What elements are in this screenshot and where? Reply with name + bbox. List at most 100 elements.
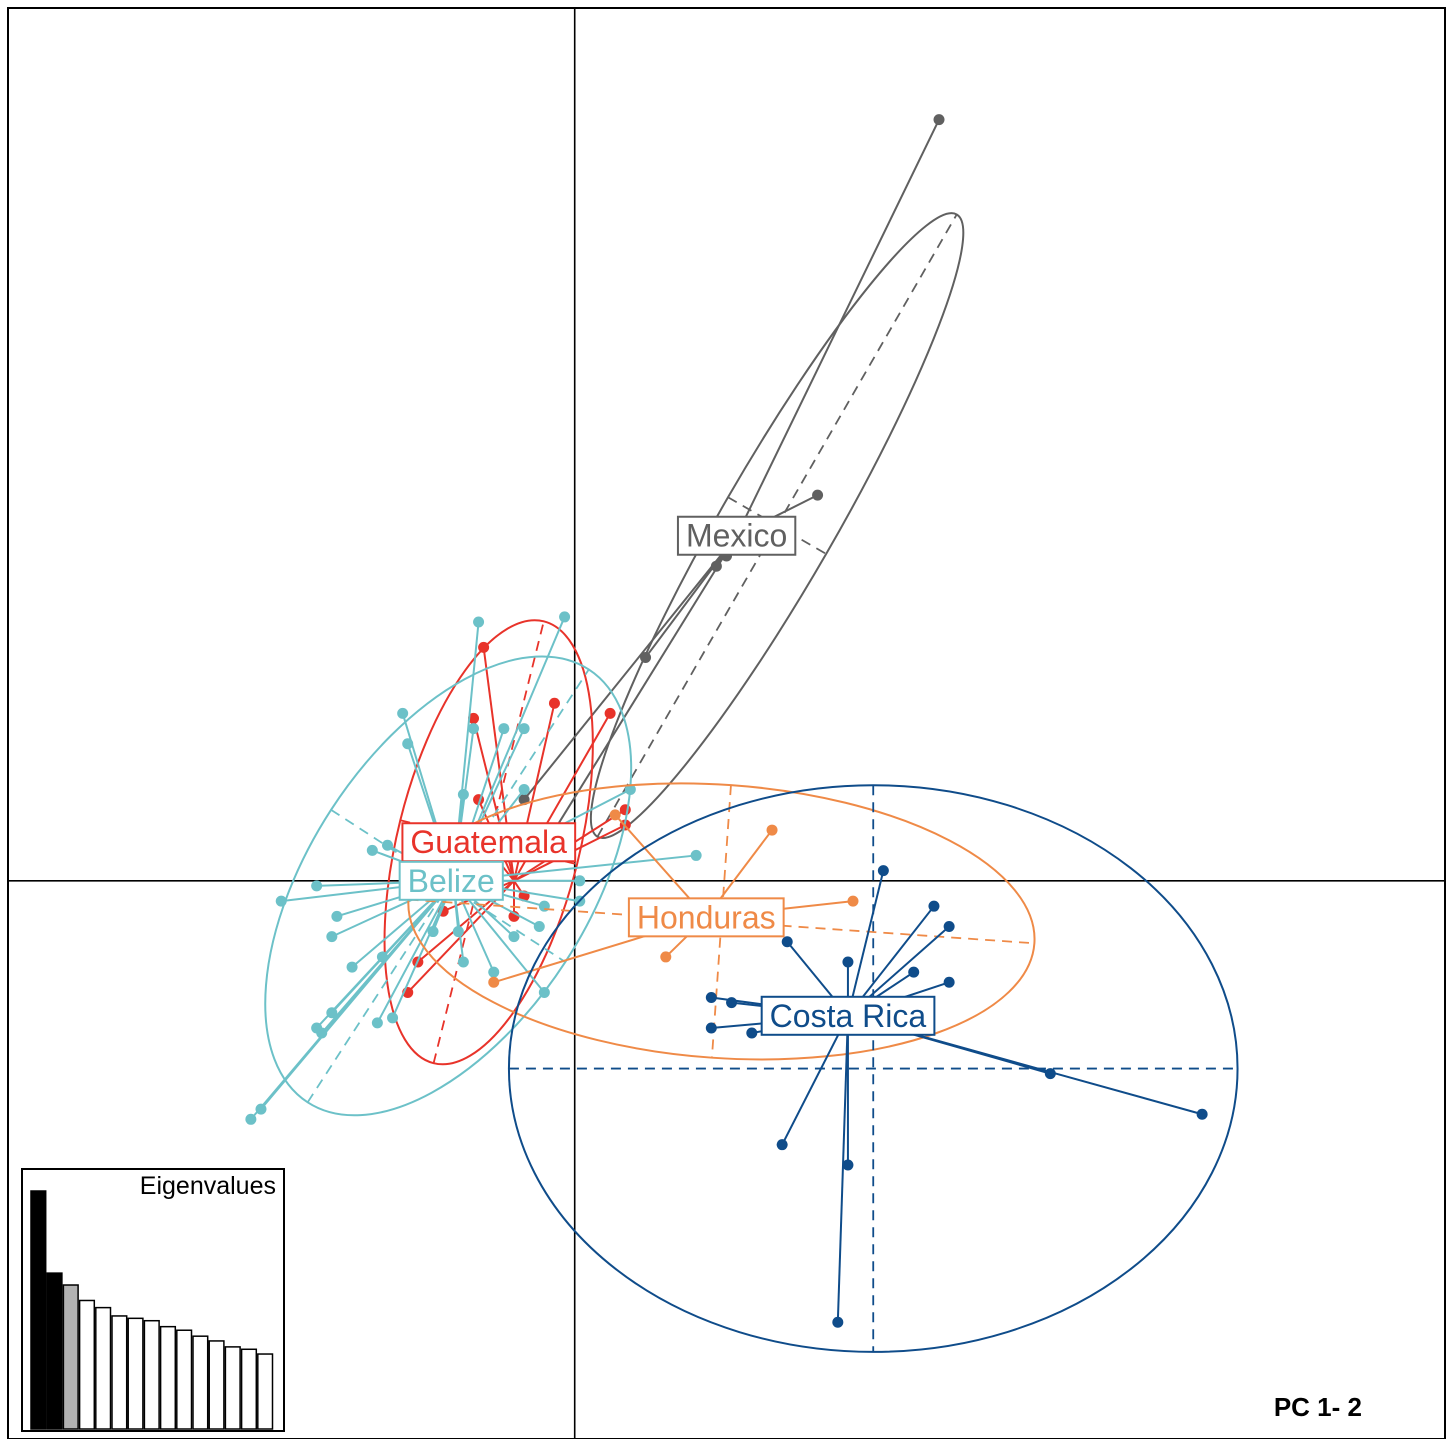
point-costa-rica	[705, 992, 717, 1004]
point-belize	[387, 1012, 399, 1024]
point-honduras	[847, 895, 859, 907]
eigenvalue-bar	[176, 1329, 193, 1430]
star-segment-belize	[391, 880, 455, 1019]
point-belize	[518, 723, 530, 735]
point-belize	[508, 931, 520, 943]
eigenvalues-inset: Eigenvalues	[21, 1168, 285, 1432]
star-segment-costa-rica	[836, 1015, 849, 1323]
label-costa-rica: Costa Rica	[760, 995, 936, 1036]
point-costa-rica	[776, 1139, 788, 1151]
label-box-honduras	[627, 897, 785, 938]
point-guatemala	[604, 707, 616, 719]
star-segment-costa-rica	[781, 1015, 849, 1146]
label-box-costa-rica	[760, 995, 936, 1036]
point-belize	[538, 986, 550, 998]
eigenvalue-bar	[192, 1335, 209, 1430]
eigenvalue-bar	[46, 1272, 63, 1430]
label-box-mexico	[676, 515, 797, 556]
point-costa-rica	[943, 976, 955, 988]
point-belize	[559, 611, 571, 623]
point-belize	[326, 931, 338, 943]
point-mexico	[812, 489, 824, 501]
star-segment-belize	[376, 880, 455, 1024]
eigenvalue-bar	[240, 1348, 258, 1430]
point-mexico	[710, 560, 722, 572]
point-belize	[275, 895, 287, 907]
point-belize	[366, 844, 378, 856]
point-mexico	[933, 114, 945, 126]
point-belize	[452, 926, 464, 938]
point-belize	[255, 1103, 267, 1115]
label-text-costa-rica: Costa Rica	[770, 998, 927, 1034]
panel-label: PC 1- 2	[1273, 1392, 1362, 1422]
point-belize	[245, 1113, 257, 1125]
label-mexico: Mexico	[676, 515, 797, 556]
eigenvalue-bar	[143, 1319, 160, 1430]
eigenvalue-bar	[30, 1190, 47, 1430]
point-mexico	[640, 652, 652, 664]
label-text-mexico: Mexico	[686, 518, 787, 554]
point-belize	[457, 956, 469, 968]
label-box-guatemala	[401, 822, 577, 863]
point-belize	[427, 926, 439, 938]
point-honduras	[609, 809, 621, 821]
star-segment-mexico	[553, 535, 738, 831]
star-segment-costa-rica	[846, 870, 885, 1017]
point-belize	[381, 839, 393, 851]
point-costa-rica	[1196, 1108, 1208, 1120]
label-belize: Belize	[398, 860, 504, 901]
point-costa-rica	[746, 1027, 758, 1039]
label-text-honduras: Honduras	[637, 899, 776, 935]
point-costa-rica	[877, 865, 889, 877]
point-belize	[624, 783, 636, 795]
point-belize	[457, 789, 469, 801]
label-box-belize	[398, 860, 504, 901]
point-costa-rica	[705, 1022, 717, 1034]
point-guatemala	[468, 712, 480, 724]
point-belize	[311, 1022, 323, 1034]
point-honduras	[488, 976, 500, 988]
point-belize	[311, 880, 323, 892]
point-costa-rica	[781, 936, 793, 948]
eigenvalue-bar	[95, 1306, 112, 1430]
point-costa-rica	[943, 920, 955, 932]
eigenvalues-title: Eigenvalues	[140, 1172, 276, 1200]
point-costa-rica	[842, 1159, 854, 1171]
star-segment-mexico	[735, 119, 940, 537]
point-honduras	[766, 824, 778, 836]
point-costa-rica	[1044, 1068, 1056, 1080]
point-belize	[518, 783, 530, 795]
point-belize	[498, 723, 510, 735]
point-guatemala	[548, 697, 560, 709]
point-belize	[402, 738, 414, 750]
point-costa-rica	[832, 1316, 844, 1328]
point-costa-rica	[842, 956, 854, 968]
point-belize	[397, 707, 409, 719]
point-belize	[326, 1007, 338, 1019]
label-honduras: Honduras	[627, 897, 785, 938]
star-segment-belize	[260, 880, 455, 1110]
eigenvalue-bar	[159, 1325, 177, 1430]
point-costa-rica	[908, 966, 920, 978]
star-segment-mexico	[523, 535, 738, 801]
eigenvalue-bar	[78, 1299, 96, 1430]
eigenvalue-bar	[257, 1353, 274, 1430]
label-text-guatemala: Guatemala	[410, 824, 567, 860]
point-belize	[331, 910, 343, 922]
eigenvalue-bar	[224, 1346, 241, 1430]
point-costa-rica	[726, 997, 738, 1009]
point-belize	[690, 849, 702, 861]
point-honduras	[660, 951, 672, 963]
point-belize	[473, 616, 485, 628]
point-belize	[346, 961, 358, 973]
point-belize	[376, 951, 388, 963]
eigenvalue-bar	[62, 1284, 79, 1430]
point-belize	[574, 875, 586, 887]
point-belize	[533, 920, 545, 932]
eigenvalue-bar	[111, 1315, 128, 1430]
point-belize	[468, 723, 480, 735]
point-belize	[371, 1017, 383, 1029]
point-costa-rica	[928, 900, 940, 912]
point-belize	[488, 966, 500, 978]
